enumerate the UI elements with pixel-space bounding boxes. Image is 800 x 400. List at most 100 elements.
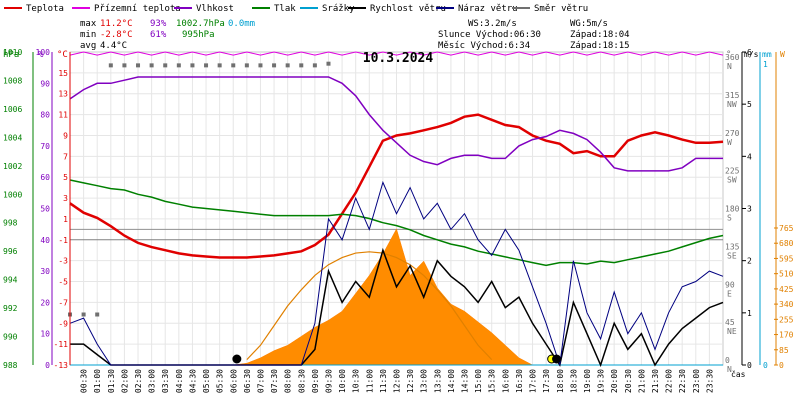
wind-direction-point [136,63,141,68]
celsius-tick-label: 3 [63,194,68,203]
mm-tick-label: 0 [763,361,768,370]
series-lines [69,51,724,368]
wind-direction-point [190,63,195,68]
stat-ws: WS:3.2m/s [468,19,517,29]
stats-block: max 11.2°C 93% 1002.7hPa 0.0mm min -2.8°C 61% 99… [80,19,630,51]
wm2-tick-label: 340 [779,300,794,309]
legend-item: Tlak [274,4,296,14]
stat-avg-label: avg [80,41,96,51]
celsius-tick-label: -9 [58,319,68,328]
percent-tick-label: 10 [40,330,50,339]
stat-max-press: 1002.7hPa [176,19,225,29]
chart-title: 10.3.2024 [363,51,434,66]
legend: Teplota Přízemní teplota Vlhkost Tlak Srážky… [4,4,588,14]
percent-tick-label: 0 [45,361,50,370]
axes-layer: 00:30 01:00 01:30 02:00 02:30 03:00 03:30 04:00… [3,48,794,393]
celsius-axis-label: °C [57,50,68,60]
stat-moon-rise: Měsíc Východ:6:34 [438,41,530,51]
hPa-tick-label: 1004 [3,133,22,142]
percent-tick-label: 80 [40,111,50,120]
wm2-tick-label: 255 [779,315,794,324]
x-tick-label: 19:30 [597,369,606,393]
direction-tick-label: 180 [725,205,740,214]
wm2-tick-label: 765 [779,224,794,233]
x-tick-label: 13:00 [420,369,429,393]
hPa-tick-label: 992 [3,304,18,313]
series-line-vlhkost [69,76,723,172]
ms-tick-label: 0 [747,361,752,370]
x-tick-label: 16:30 [515,369,524,393]
x-tick-label: 08:30 [297,369,306,393]
legend-item: Vlhkost [196,4,234,14]
legend-item: Rychlost větru [370,4,446,14]
stat-min-label: min [80,30,96,40]
direction-tick-label: 225 [725,167,740,176]
wind-direction-point [326,61,331,66]
x-tick-label: 17:30 [542,369,551,393]
direction-tick-label: 315 [725,91,740,100]
direction-tick-label: 90 [725,280,735,289]
x-tick-label: 23:30 [705,369,714,393]
wind-direction-point [163,63,168,68]
direction-tick-label: 0 [725,356,730,365]
direction-tick-label: 360 [725,53,740,62]
x-tick-label: 14:00 [447,369,456,393]
hPa-tick-label: 994 [3,276,18,285]
stat-min-press: 995hPa [182,30,215,40]
stat-avg-temp: 4.4°C [100,41,127,51]
x-tick-label: 05:00 [202,369,211,393]
x-tick-label: 03:00 [148,369,157,393]
direction-tick-label: 135 [725,242,740,251]
wind-direction-point [204,63,209,68]
stat-wg: WG:5m/s [570,19,608,29]
x-tick-label: 18:30 [569,369,578,393]
x-tick-label: 20:30 [624,369,633,393]
wind-direction-point [176,63,181,68]
mm-tick-label: 1 [763,60,768,69]
hPa-tick-label: 990 [3,333,18,342]
x-tick-label: 19:00 [583,369,592,393]
series-line-teplota [69,113,724,259]
celsius-tick-label: 11 [58,111,68,120]
legend-item: Náraz větru [458,4,518,14]
x-tick-label: 13:30 [433,369,442,393]
x-tick-label: 07:00 [256,369,265,393]
ms-axis-label: m/s [744,50,759,59]
x-tick-label: 01:00 [93,369,102,393]
percent-axis-label: % [38,50,44,60]
hPa-tick-label: 1002 [3,162,22,171]
percent-tick-label: 50 [40,205,50,214]
ms-tick-label: 1 [747,309,752,318]
ms-tick-label: 6 [747,48,752,57]
percent-tick-label: 70 [40,142,50,151]
stat-min-temp: -2.8°C [100,30,133,40]
celsius-tick-label: -13 [54,361,69,370]
stat-sun-rise: Slunce Východ:06:30 [438,30,541,40]
wm2-tick-label: 680 [779,239,794,248]
x-tick-label: 02:30 [134,369,143,393]
direction-tick-label: N [727,365,732,374]
wm2-tick-label: 510 [779,270,794,279]
x-tick-label: 22:00 [665,369,674,393]
percent-tick-label: 40 [40,236,50,245]
celsius-tick-label: 9 [63,131,68,140]
stat-moon-set: Západ:18:15 [570,41,630,51]
x-tick-label: 18:00 [556,369,565,393]
percent-tick-label: 20 [40,298,50,307]
celsius-tick-label: 7 [63,152,68,161]
wm2-tick-label: 0 [779,361,784,370]
x-tick-label: 21:00 [637,369,646,393]
wm2-axis-label: W [780,50,785,59]
hPa-tick-label: 998 [3,219,18,228]
celsius-tick-label: -3 [58,257,68,266]
wm2-tick-label: 85 [779,346,789,355]
percent-tick-label: 30 [40,267,50,276]
wind-direction-point [312,63,317,68]
wind-direction-point [299,63,304,68]
stat-max-hum: 93% [150,19,167,29]
hPa-tick-label: 988 [3,361,18,370]
direction-tick-label: N [727,62,732,71]
x-tick-label: 23:00 [692,369,701,393]
x-tick-label: 01:30 [107,369,116,393]
x-tick-label: 17:00 [529,369,538,393]
